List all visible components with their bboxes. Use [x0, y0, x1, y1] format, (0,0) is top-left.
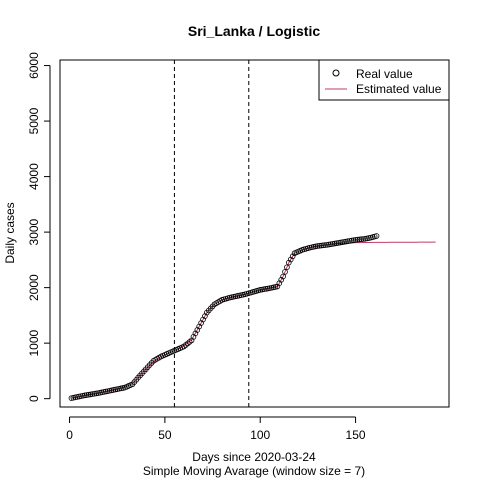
estimated-line — [71, 241, 436, 399]
x-tick-label: 50 — [158, 428, 172, 442]
data-point — [320, 242, 326, 249]
data-point — [326, 241, 332, 248]
data-point — [341, 239, 347, 245]
data-point — [373, 233, 380, 239]
data-point — [324, 242, 330, 248]
data-point — [354, 236, 361, 243]
data-point — [345, 238, 351, 245]
legend-point-marker — [332, 69, 340, 77]
data-point — [87, 391, 94, 398]
data-point — [259, 286, 265, 293]
y-tick-label: 6000 — [27, 52, 41, 79]
data-point — [286, 259, 292, 266]
data-point — [350, 237, 357, 244]
data-point — [81, 392, 88, 399]
data-point — [263, 286, 269, 292]
legend-estimated-label: Estimated value — [356, 82, 442, 96]
data-point — [337, 239, 344, 246]
legend: Real value Estimated value — [318, 59, 450, 101]
legend-real-label: Real value — [356, 67, 413, 81]
x-axis-sublabel: Simple Moving Avarage (window size = 7) — [143, 464, 365, 478]
plot-frame — [59, 59, 450, 408]
data-point — [329, 241, 336, 247]
y-axis: 0 1000 2000 3000 4000 5000 6000 — [27, 52, 51, 402]
y-tick-label: 2000 — [27, 274, 41, 301]
data-point — [331, 240, 338, 247]
data-point — [339, 239, 346, 246]
data-point — [289, 253, 296, 260]
y-tick-label: 1000 — [27, 329, 41, 356]
chart-title: Sri_Lanka / Logistic — [188, 23, 320, 39]
y-tick-label: 5000 — [27, 107, 41, 134]
data-point — [356, 236, 363, 243]
real-series — [68, 233, 380, 401]
x-axis: 0 50 100 150 — [66, 416, 366, 442]
data-point — [83, 392, 90, 398]
x-tick-label: 0 — [66, 428, 73, 442]
data-point — [265, 285, 271, 292]
data-point — [284, 264, 290, 271]
data-point — [352, 237, 359, 243]
x-axis-label: Days since 2020-03-24 — [192, 450, 316, 464]
data-point — [89, 391, 96, 397]
data-point — [314, 243, 321, 249]
data-point — [322, 242, 328, 248]
data-point — [261, 286, 267, 292]
data-point — [85, 391, 92, 398]
data-point — [93, 390, 100, 397]
legend-box — [318, 59, 450, 101]
estimated-series — [71, 241, 436, 399]
data-point — [316, 242, 323, 249]
y-tick-label: 4000 — [27, 163, 41, 190]
data-point — [347, 238, 353, 244]
data-point — [333, 240, 340, 247]
data-point — [318, 242, 325, 249]
x-tick-label: 100 — [250, 428, 270, 442]
data-point — [282, 269, 288, 275]
data-point — [327, 241, 334, 248]
data-point — [358, 236, 365, 243]
x-tick-label: 150 — [346, 428, 366, 442]
data-point — [343, 238, 349, 245]
y-axis-label: Daily cases — [3, 202, 17, 263]
y-tick-label: 3000 — [27, 218, 41, 245]
data-point — [91, 390, 98, 397]
data-point — [348, 237, 355, 244]
data-point — [257, 287, 264, 293]
reference-lines — [173, 60, 250, 407]
data-point — [287, 256, 294, 263]
data-point — [280, 273, 286, 280]
data-point — [335, 240, 342, 246]
y-tick-label: 0 — [27, 395, 41, 402]
data-point — [360, 236, 366, 242]
